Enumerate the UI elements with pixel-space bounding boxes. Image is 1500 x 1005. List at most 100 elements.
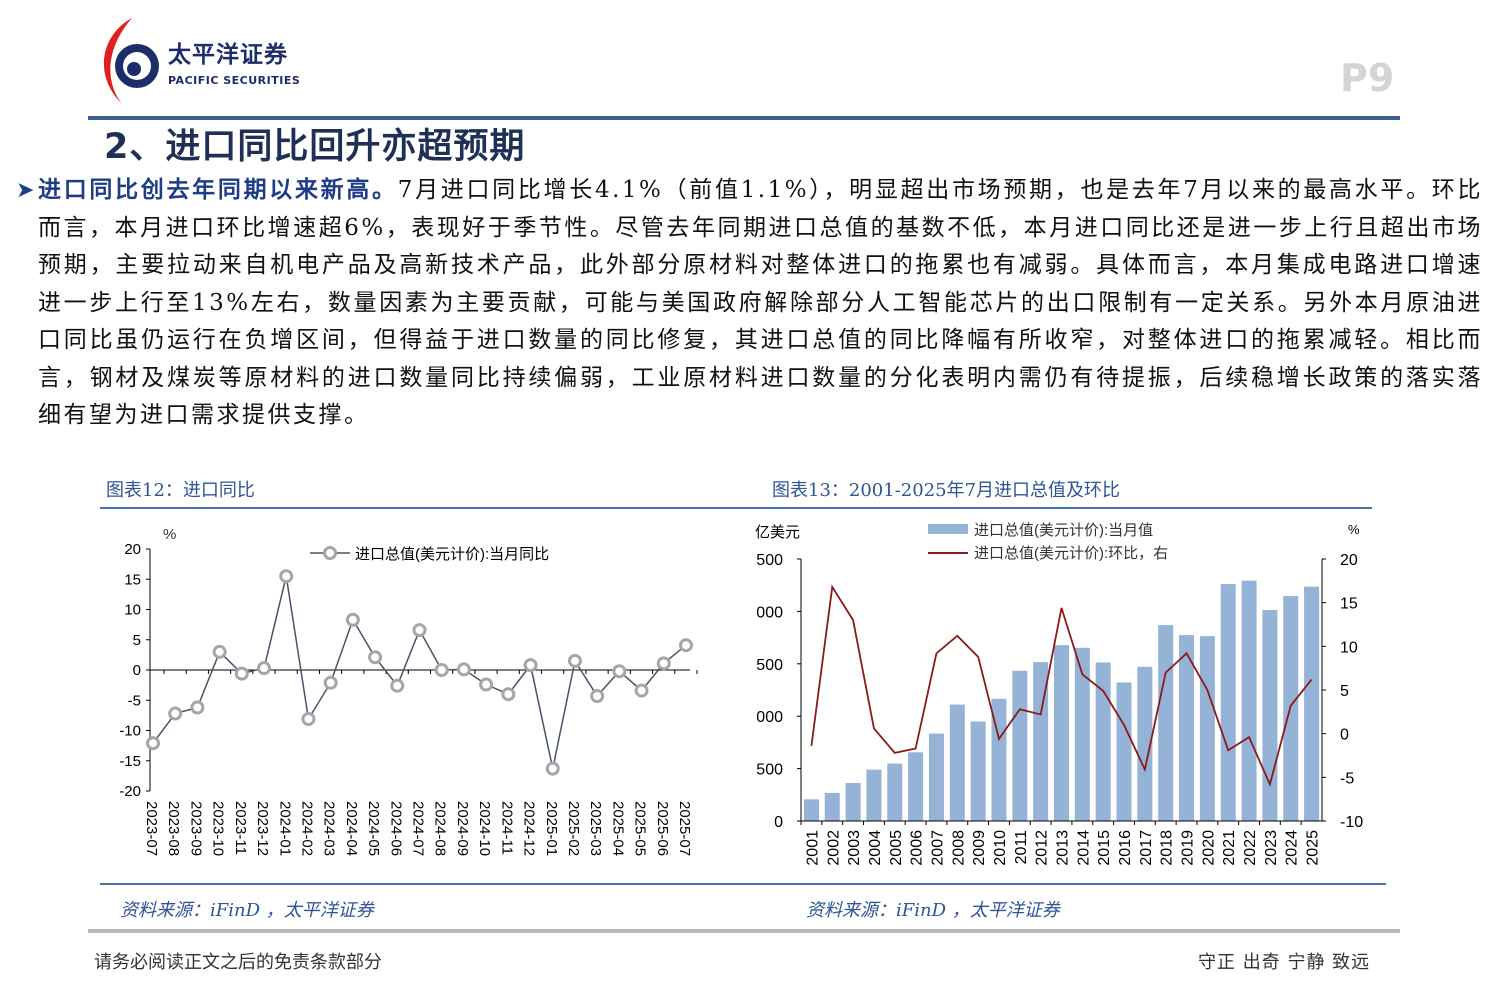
- x-tick-label: 2005: [888, 830, 905, 866]
- figure-13-source: 资料来源：iFinD ，太平洋证券: [806, 900, 1060, 921]
- data-point: [345, 612, 360, 627]
- series-line: [152, 576, 687, 769]
- right-y-axis-unit: %: [1348, 522, 1360, 537]
- data-point: [456, 662, 471, 677]
- right-y-tick-label: -10: [1340, 814, 1363, 831]
- x-tick-label: 2025-02: [565, 801, 582, 856]
- paragraph-body: 7月进口同比增长4.1%（前值1.1%），明显超出市场预期，也是去年7月以来的最…: [38, 177, 1484, 428]
- x-tick-label: 2024: [1284, 830, 1301, 866]
- y-tick-label: 0: [133, 662, 141, 679]
- x-tick-label: 2015: [1096, 830, 1113, 866]
- right-y-tick-label: 0: [1340, 727, 1349, 744]
- x-tick-label: 2006: [909, 830, 926, 866]
- y-axis-unit: %: [163, 526, 176, 543]
- header-divider: [88, 116, 1400, 120]
- logo-text-en: PACIFIC SECURITIES: [168, 74, 301, 87]
- bar: [1054, 645, 1069, 821]
- left-y-tick-label: 500: [756, 762, 783, 779]
- footer-motto: 守正 出奇 宁静 致远: [1198, 952, 1371, 973]
- pacific-securities-logo: [103, 18, 159, 104]
- legend-label-bar: 进口总值(美元计价):当月值: [974, 522, 1153, 539]
- left-y-tick-label: 000: [756, 709, 783, 726]
- x-tick-label: 2024-10: [476, 801, 493, 856]
- right-y-tick-label: 5: [1340, 683, 1349, 700]
- right-y-tick-label: 10: [1340, 639, 1358, 656]
- x-tick-label: 2013: [1055, 830, 1072, 866]
- bar: [970, 721, 986, 821]
- x-tick-label: 2024-12: [521, 801, 538, 856]
- arrow-bullet-icon: ➤: [16, 178, 35, 203]
- x-tick-label: 2010: [992, 830, 1009, 866]
- x-tick-label: 2023-12: [254, 801, 271, 856]
- series-line-mom: [810, 584, 1313, 788]
- y-tick-label: -10: [119, 723, 141, 740]
- bar: [1116, 682, 1132, 821]
- data-point: [612, 664, 627, 679]
- x-tick-label: 2017: [1138, 830, 1155, 866]
- paragraph-lead: 进口同比创去年同期以来新高。: [38, 177, 398, 203]
- data-point: [301, 712, 316, 727]
- legend-label-line: 进口总值(美元计价):环比，右: [974, 545, 1168, 562]
- body-paragraph: 进口同比创去年同期以来新高。7月进口同比增长4.1%（前值1.1%），明显超出市…: [38, 172, 1483, 435]
- x-tick-label: 2024-01: [276, 801, 293, 856]
- data-point: [523, 658, 538, 673]
- x-tick-label: 2011: [1013, 830, 1030, 865]
- legend-bar-symbol: [928, 524, 968, 534]
- data-point: [567, 653, 582, 668]
- data-point: [656, 656, 671, 671]
- bar: [1179, 635, 1195, 821]
- figure-bottom-divider: [100, 883, 1386, 885]
- bar: [1095, 662, 1111, 821]
- figure-12-source: 资料来源：iFinD ，太平洋证券: [120, 900, 374, 921]
- x-tick-label: 2018: [1159, 830, 1176, 866]
- bar: [1241, 580, 1257, 821]
- bar: [866, 769, 882, 821]
- x-tick-label: 2003: [846, 830, 863, 866]
- bar: [1199, 636, 1215, 821]
- data-point: [545, 761, 560, 776]
- x-tick-label: 2023-08: [165, 801, 182, 856]
- bar: [803, 799, 819, 821]
- y-tick-label: 10: [124, 602, 141, 619]
- left-y-tick-label: 000: [756, 604, 783, 621]
- footer-disclaimer: 请务必阅读正文之后的免责条款部分: [94, 952, 382, 973]
- x-tick-label: 2014: [1075, 830, 1092, 866]
- x-tick-label: 2024-07: [410, 801, 427, 856]
- data-point: [368, 650, 383, 665]
- x-tick-label: 2024-04: [343, 801, 360, 856]
- data-point: [168, 706, 183, 721]
- bar: [887, 763, 903, 821]
- x-tick-label: 2023: [1263, 830, 1280, 866]
- data-point: [679, 638, 693, 653]
- x-tick-label: 2025-07: [676, 801, 693, 856]
- x-tick-label: 2024-05: [365, 801, 382, 856]
- y-tick-label: 5: [133, 632, 141, 649]
- y-tick-label: -20: [119, 783, 141, 800]
- x-tick-label: 2019: [1180, 830, 1197, 866]
- x-tick-label: 2012: [1034, 830, 1051, 866]
- footer-divider: [88, 929, 1400, 933]
- data-point: [323, 675, 338, 690]
- data-point: [412, 623, 427, 638]
- x-tick-label: 2023-07: [143, 801, 160, 856]
- data-point: [279, 569, 294, 584]
- bar: [1033, 662, 1049, 821]
- x-tick-label: 2001: [804, 830, 821, 866]
- figure-top-divider: [100, 507, 1372, 509]
- data-point: [257, 661, 272, 676]
- x-tick-label: 2024-09: [454, 801, 471, 856]
- left-y-tick-label: 500: [756, 657, 783, 674]
- x-tick-label: 2025-01: [543, 801, 560, 856]
- section-heading: 2、进口同比回升亦超预期: [104, 127, 526, 167]
- x-tick-label: 2004: [867, 830, 884, 866]
- data-point: [434, 663, 449, 677]
- bar: [824, 792, 840, 821]
- x-tick-label: 2025-06: [654, 801, 671, 856]
- x-tick-label: 2025: [1305, 830, 1322, 866]
- x-tick-label: 2025-05: [632, 801, 649, 856]
- bar: [908, 752, 924, 821]
- legend-marker: [323, 546, 337, 560]
- x-tick-label: 2007: [929, 830, 946, 866]
- bar: [949, 704, 965, 821]
